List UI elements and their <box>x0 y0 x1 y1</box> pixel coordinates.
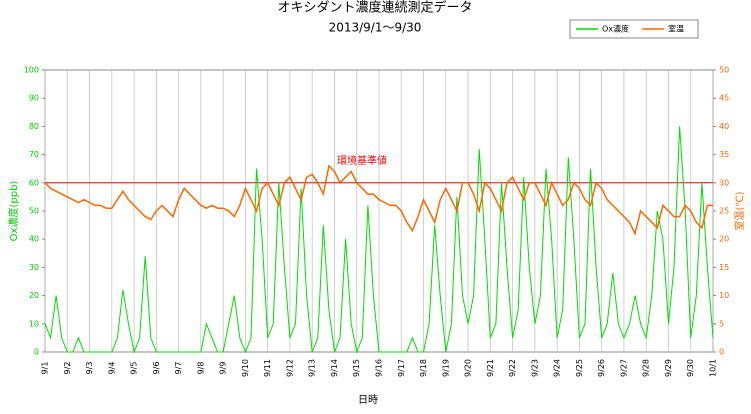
legend-box <box>569 19 699 39</box>
legend-label: Ox濃度 <box>602 24 629 34</box>
y2-tick-label: 15 <box>719 263 729 272</box>
y-tick-label: 80 <box>29 122 39 131</box>
x-tick-label: 9/27 <box>619 359 628 377</box>
x-tick-label: 9/28 <box>642 359 651 377</box>
y-tick-label: 50 <box>29 207 39 216</box>
x-tick-label: 9/21 <box>486 359 495 377</box>
series-line <box>44 126 714 354</box>
y2-tick-label: 10 <box>719 291 729 300</box>
y-axis-label: Ox濃度(ppb) <box>7 181 20 242</box>
chart-title: オキシダント濃度連続測定データ <box>277 0 472 16</box>
x-tick-label: 9/13 <box>308 359 317 377</box>
x-tick-label: 9/19 <box>441 359 450 377</box>
x-tick-label: 9/6 <box>152 362 161 375</box>
x-tick-label: 9/5 <box>130 362 139 375</box>
y-tick-label: 100 <box>24 66 39 75</box>
x-tick-label: 9/29 <box>664 359 673 377</box>
x-tick-label: 9/23 <box>530 359 539 377</box>
x-tick-label: 9/20 <box>464 359 473 377</box>
y-tick-label: 10 <box>29 319 39 328</box>
y2-tick-label: 50 <box>719 66 729 75</box>
x-tick-label: 9/16 <box>375 359 384 377</box>
y2-tick-label: 20 <box>719 235 729 244</box>
x-tick-label: 9/2 <box>63 362 72 375</box>
x-tick-label: 9/9 <box>219 362 228 375</box>
x-tick-label: 9/11 <box>263 359 272 377</box>
chart-subtitle: 2013/9/1～9/30 <box>329 21 422 35</box>
y-tick-label: 60 <box>29 178 39 187</box>
x-tick-label: 9/24 <box>553 359 562 377</box>
x-tick-label: 9/14 <box>330 359 339 377</box>
y-tick-label: 20 <box>29 291 39 300</box>
legend-label: 室温 <box>668 24 684 34</box>
x-axis-label: 日時 <box>358 394 378 406</box>
x-tick-label: 9/8 <box>196 362 205 375</box>
x-tick-label: 9/25 <box>575 359 584 377</box>
y-tick-label: 90 <box>29 94 39 103</box>
y-tick-label: 40 <box>29 235 39 244</box>
y2-axis-label: 室温(℃) <box>733 191 746 230</box>
series-line <box>44 164 713 236</box>
y2-tick-label: 5 <box>719 319 724 328</box>
x-tick-label: 9/30 <box>686 359 695 377</box>
y2-tick-label: 40 <box>719 122 729 131</box>
y2-tick-label: 0 <box>719 348 724 357</box>
x-tick-label: 10/1 <box>709 359 718 377</box>
x-tick-label: 9/15 <box>352 359 361 377</box>
x-tick-label: 9/10 <box>241 359 250 377</box>
x-tick-label: 9/1 <box>41 362 50 375</box>
x-tick-label: 9/7 <box>174 362 183 375</box>
x-tick-label: 9/12 <box>285 359 294 377</box>
x-tick-label: 9/3 <box>85 362 94 375</box>
reference-label: 環境基準値 <box>337 154 387 167</box>
y-tick-label: 70 <box>29 150 39 159</box>
x-tick-label: 9/4 <box>107 362 116 375</box>
y-tick-label: 30 <box>29 263 39 272</box>
x-tick-label: 9/17 <box>397 359 406 377</box>
y2-tick-label: 45 <box>719 94 729 103</box>
x-tick-label: 9/22 <box>508 359 517 377</box>
x-tick-label: 9/18 <box>419 359 428 377</box>
y2-tick-label: 25 <box>719 207 729 216</box>
y2-tick-label: 30 <box>719 178 729 187</box>
y2-tick-label: 35 <box>719 150 729 159</box>
y-tick-label: 0 <box>34 348 39 357</box>
x-tick-label: 9/26 <box>597 359 606 377</box>
